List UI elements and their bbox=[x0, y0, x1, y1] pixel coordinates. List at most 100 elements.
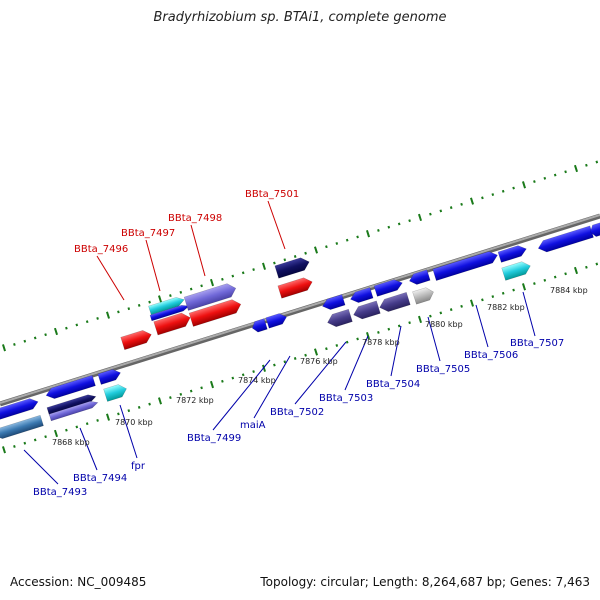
tick-mark bbox=[512, 288, 515, 292]
leader-BBta_7497 bbox=[145, 239, 161, 292]
tick-mark bbox=[460, 304, 463, 308]
leader-BBta_7502 bbox=[294, 341, 347, 405]
tick-mark bbox=[553, 275, 557, 279]
tick-mark bbox=[325, 347, 328, 351]
tick-mark bbox=[241, 271, 245, 275]
tick-mark bbox=[209, 380, 215, 389]
tick-mark bbox=[23, 339, 27, 343]
tick-mark bbox=[293, 357, 297, 360]
tick-mark bbox=[469, 299, 475, 307]
tick-mark bbox=[209, 278, 215, 287]
tick-mark bbox=[283, 360, 287, 364]
tick-mark bbox=[13, 445, 16, 448]
tick-mark bbox=[335, 242, 339, 245]
leader-maiA bbox=[253, 355, 291, 419]
gene-fpr bbox=[103, 384, 127, 402]
tick-mark bbox=[33, 438, 37, 442]
gene-BBta_7502 bbox=[327, 308, 353, 327]
label-BBta_7498: BBta_7498 bbox=[168, 213, 222, 224]
tick-mark bbox=[345, 238, 349, 242]
tick-mark bbox=[117, 412, 120, 416]
tick-mark bbox=[75, 425, 79, 429]
gene-BBta_7498-red bbox=[188, 299, 242, 327]
tick-mark bbox=[553, 173, 557, 177]
gene-features bbox=[0, 221, 600, 439]
tick-mark bbox=[449, 308, 453, 312]
tick-mark bbox=[189, 287, 193, 291]
leader-BBta_7494 bbox=[79, 427, 98, 471]
tick-mark bbox=[231, 376, 235, 380]
kbp-label: 7878 kbp bbox=[362, 338, 400, 347]
gene-left-2 bbox=[0, 414, 44, 439]
map-title: Bradyrhizobium sp. BTAi1, complete genom… bbox=[153, 10, 447, 25]
leader-BBta_7504 bbox=[390, 325, 402, 377]
leader-BBta_7507 bbox=[522, 291, 536, 337]
gene-BBta_7504 bbox=[379, 291, 411, 312]
label-BBta_7496: BBta_7496 bbox=[74, 244, 128, 255]
tick-mark bbox=[157, 295, 163, 303]
tick-mark bbox=[365, 230, 371, 238]
gene-BBta_7494-b bbox=[48, 401, 99, 422]
genome-summary-text: Topology: circular; Length: 8,264,687 bp… bbox=[260, 575, 590, 589]
kbp-label: 7872 kbp bbox=[176, 396, 214, 405]
leader-BBta_7501 bbox=[267, 200, 286, 250]
tick-mark bbox=[533, 282, 536, 285]
tick-mark bbox=[408, 219, 411, 223]
leader-BBta_7499 bbox=[212, 359, 271, 431]
leader-fpr bbox=[119, 404, 138, 459]
genome-backbone bbox=[0, 213, 600, 407]
gene-labels: BBta_7496 BBta_7497 BBta_7498 BBta_7501 BBta… bbox=[33, 189, 564, 498]
kbp-label: 7874 kbp bbox=[238, 376, 276, 385]
tick-mark bbox=[304, 251, 307, 255]
tick-mark bbox=[325, 245, 328, 249]
tick-mark bbox=[105, 413, 111, 421]
tick-mark bbox=[96, 418, 99, 422]
gene-BBta_7501-red bbox=[277, 277, 313, 299]
tick-mark bbox=[501, 291, 505, 295]
tick-mark bbox=[221, 379, 224, 383]
tick-mark bbox=[261, 364, 267, 372]
tick-mark bbox=[481, 196, 484, 200]
tick-mark bbox=[585, 163, 588, 167]
label-BBta_7501: BBta_7501 bbox=[245, 189, 299, 200]
tick-mark bbox=[117, 310, 120, 314]
gene-BBta_7496 bbox=[148, 297, 185, 315]
tick-mark bbox=[179, 392, 183, 396]
tick-mark bbox=[512, 186, 515, 190]
gene-BBta_7497-red bbox=[153, 312, 191, 336]
tick-mark bbox=[273, 261, 276, 265]
tick-mark bbox=[387, 327, 391, 331]
tick-mark bbox=[449, 206, 453, 210]
kbp-label: 7876 kbp bbox=[300, 357, 338, 366]
tick-mark bbox=[397, 324, 401, 328]
tick-mark bbox=[573, 164, 579, 173]
leader-BBta_7506 bbox=[475, 304, 489, 348]
gene-left-1 bbox=[0, 398, 39, 420]
gene-7878a bbox=[350, 287, 374, 303]
tick-mark bbox=[439, 311, 443, 315]
label-BBta_7507: BBta_7507 bbox=[510, 338, 564, 349]
kbp-labels: 7868 kbp 7870 kbp 7872 kbp 7874 kbp 7876 kbp… bbox=[52, 286, 588, 447]
tick-mark bbox=[313, 348, 319, 356]
tick-mark bbox=[293, 255, 297, 258]
tick-mark bbox=[241, 373, 245, 377]
tick-mark bbox=[85, 320, 89, 324]
tick-mark bbox=[252, 268, 255, 271]
label-BBta_7506: BBta_7506 bbox=[464, 350, 518, 361]
tick-mark bbox=[44, 333, 47, 337]
tick-mark bbox=[75, 323, 79, 327]
tick-mark bbox=[169, 396, 172, 400]
kbp-label: 7882 kbp bbox=[487, 303, 525, 312]
tick-mark bbox=[533, 180, 536, 183]
tick-mark bbox=[313, 246, 319, 254]
tick-mark bbox=[200, 284, 203, 288]
tick-mark bbox=[169, 294, 172, 298]
tick-mark bbox=[283, 258, 287, 262]
tick-mark bbox=[595, 262, 599, 266]
tick-mark bbox=[200, 386, 203, 390]
tick-mark bbox=[65, 326, 68, 330]
tick-mark bbox=[439, 209, 443, 213]
tick-mark bbox=[564, 170, 567, 174]
tick-mark bbox=[221, 277, 224, 281]
